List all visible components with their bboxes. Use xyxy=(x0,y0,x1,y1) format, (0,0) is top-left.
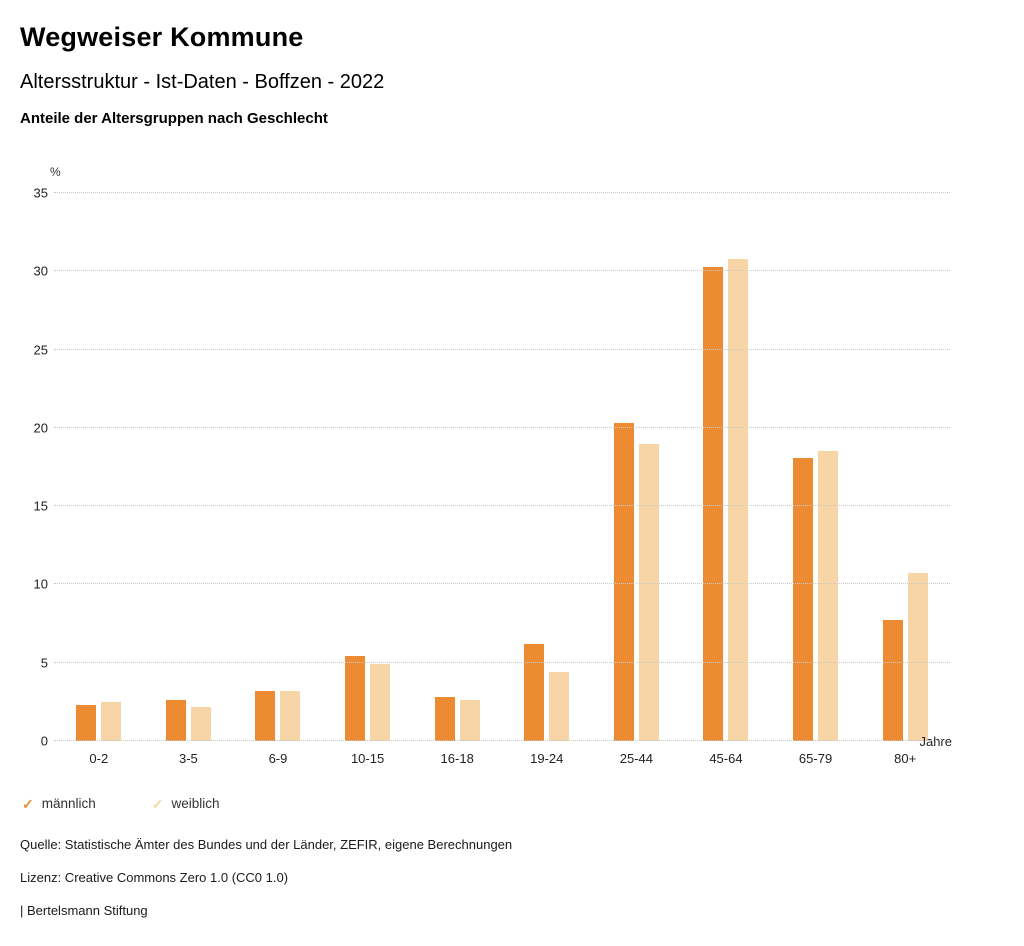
y-tick-label: 10 xyxy=(33,576,48,592)
gridline xyxy=(54,583,950,585)
bar-weiblich xyxy=(907,573,928,741)
x-axis-unit-label: Jahre xyxy=(919,734,952,749)
bar-männlich xyxy=(524,643,545,741)
x-tick-label: 80+ xyxy=(894,751,917,766)
bar-weiblich xyxy=(728,258,749,741)
bar-weiblich xyxy=(638,443,659,741)
gridline xyxy=(54,740,950,741)
bar-group xyxy=(793,193,839,741)
y-axis-unit-label: % xyxy=(50,165,61,179)
chart-description: Anteile der Altersgruppen nach Geschlech… xyxy=(20,110,328,127)
bar-weiblich xyxy=(101,701,122,741)
bar-group xyxy=(703,193,749,741)
footer: Quelle: Statistische Ämter des Bundes un… xyxy=(20,837,1004,918)
bar-group xyxy=(524,193,570,741)
y-tick-label: 0 xyxy=(40,733,48,749)
bar-group xyxy=(613,193,659,741)
bar-männlich xyxy=(345,656,366,741)
legend-check-icon: ✓ xyxy=(22,795,34,812)
source-note: Quelle: Statistische Ämter des Bundes un… xyxy=(20,837,513,852)
bar-männlich xyxy=(255,690,276,741)
bar-group xyxy=(434,193,480,741)
legend-check-icon: ✓ xyxy=(151,795,164,812)
bar-group xyxy=(76,193,122,741)
gridline xyxy=(54,505,950,507)
gridline xyxy=(54,348,950,350)
bar-group xyxy=(882,193,928,741)
bar-weiblich xyxy=(818,451,839,741)
plot-area: Jahre xyxy=(54,192,952,748)
bar-groups xyxy=(54,193,950,741)
x-tick-label: 0-2 xyxy=(89,751,109,766)
legend-item-label: männlich xyxy=(41,796,96,811)
y-tick-label: 35 xyxy=(33,185,48,201)
bar-group xyxy=(165,193,211,741)
gridline xyxy=(54,426,950,428)
bar-männlich xyxy=(613,423,634,741)
page-title: Wegweiser Kommune xyxy=(20,22,304,52)
attribution-note: | Bertelsmann Stiftung xyxy=(20,903,148,918)
bar-weiblich xyxy=(280,690,301,741)
gridline xyxy=(54,661,950,663)
x-tick-label: 19-24 xyxy=(530,751,564,766)
bar-group xyxy=(345,193,391,741)
y-axis: 0 5 10 15 20 25 30 35 xyxy=(20,187,54,748)
bar-männlich xyxy=(882,620,903,741)
x-tick-label: 25-44 xyxy=(619,751,653,766)
plot-row: 0 5 10 15 20 25 30 35 Jahre xyxy=(20,187,1004,749)
x-tick-label: 3-5 xyxy=(178,751,198,766)
bar-weiblich xyxy=(370,664,391,741)
license-note: Lizenz: Creative Commons Zero 1.0 (CC0 1… xyxy=(20,870,289,885)
bar-weiblich xyxy=(190,706,211,741)
legend-item-männlich[interactable]: ✓ männlich xyxy=(22,796,96,811)
x-tick-label: 16-18 xyxy=(440,751,474,766)
bar-männlich xyxy=(434,697,455,741)
bar-männlich xyxy=(703,266,724,741)
legend-item-weiblich[interactable]: ✓ weiblich xyxy=(152,796,220,811)
bar-group xyxy=(255,193,301,741)
y-tick-label: 20 xyxy=(33,420,48,436)
x-tick-label: 6-9 xyxy=(268,751,288,766)
legend-item-label: weiblich xyxy=(171,796,220,811)
x-tick-label: 10-15 xyxy=(350,751,385,766)
y-tick-label: 5 xyxy=(40,655,48,671)
legend: ✓ männlich ✓ weiblich xyxy=(22,796,1004,811)
chart-subtitle: Altersstruktur - Ist-Daten - Boffzen - 2… xyxy=(20,71,385,93)
bar-weiblich xyxy=(459,700,480,741)
bar-weiblich xyxy=(549,672,570,741)
age-structure-chart: % 0 5 10 15 20 25 30 35 Jahre 0-2 3-5 6-9 10-15 16-… xyxy=(20,165,1004,766)
x-tick-label: 65-79 xyxy=(798,751,833,766)
bar-männlich xyxy=(76,705,97,741)
bar-männlich xyxy=(165,700,186,741)
gridline xyxy=(54,192,950,193)
gridline xyxy=(54,270,950,272)
y-tick-label: 25 xyxy=(33,342,48,358)
y-tick-label: 30 xyxy=(33,263,48,279)
x-tick-label: 45-64 xyxy=(709,751,743,766)
x-axis: 0-2 3-5 6-9 10-15 16-18 19-24 25-44 45-64 65-79 8… xyxy=(54,741,950,766)
bar-männlich xyxy=(793,457,814,741)
y-tick-label: 15 xyxy=(33,498,48,514)
page: Wegweiser Kommune Altersstruktur - Ist-D… xyxy=(20,22,1004,918)
